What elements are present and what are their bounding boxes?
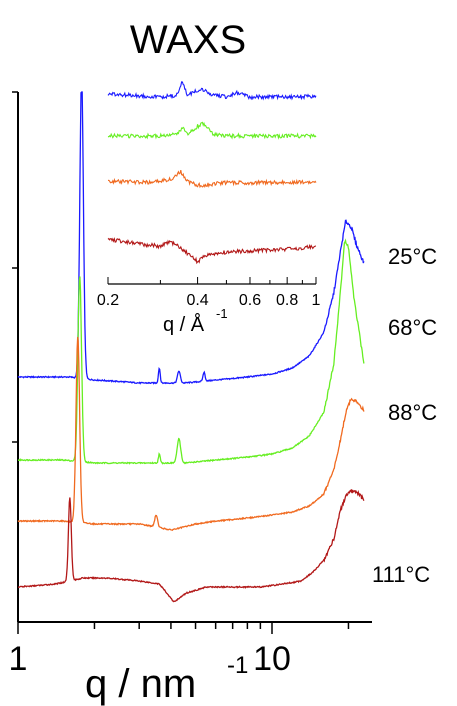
x-axis-label-exponent: -1: [227, 652, 248, 679]
x-axis-label: q / nm -1: [85, 652, 248, 706]
x-axis-label-base: q / nm: [85, 662, 196, 706]
inset-x-tick-label: 0.2: [97, 292, 119, 309]
series-label-111c: 111°C: [372, 562, 430, 587]
inset-x-tick-label: 0.4: [186, 292, 208, 309]
series-line-88c: [17, 336, 365, 531]
inset-series-line-25c: [107, 81, 317, 101]
series-label-25c: 25°C: [388, 244, 437, 269]
inset-x-axis-label: q / Å -1: [163, 306, 228, 336]
series-label-68c: 68°C: [388, 315, 437, 340]
x-tick-label-1: 1: [9, 640, 28, 678]
main-axes: [12, 91, 372, 634]
inset-x-tick-labels: 0.2 0.4 0.6 0.8 1: [97, 292, 321, 309]
main-series-group: [17, 91, 365, 603]
inset-series-group: [107, 81, 317, 265]
inset-x-axis-label-exponent: -1: [216, 306, 228, 321]
inset-series-line-111c: [107, 237, 317, 265]
series-line-25c: [17, 91, 365, 385]
series-label-88c: 88°C: [388, 400, 437, 425]
series-line-111c: [18, 489, 365, 603]
inset-x-tick-label: 0.8: [276, 292, 298, 309]
inset-x-axis-label-base: q / Å: [163, 313, 205, 336]
x-tick-label-10: 10: [253, 640, 291, 678]
inset-series-line-88c: [107, 169, 317, 189]
inset-series-line-68c: [107, 121, 317, 140]
inset-x-ticks: [107, 277, 317, 284]
main-x-ticks: [17, 622, 350, 634]
inset-axes: [107, 277, 317, 285]
inset-x-tick-label: 1: [312, 292, 321, 309]
chart-title: WAXS: [130, 18, 246, 62]
inset-x-tick-label: 0.6: [239, 292, 261, 309]
